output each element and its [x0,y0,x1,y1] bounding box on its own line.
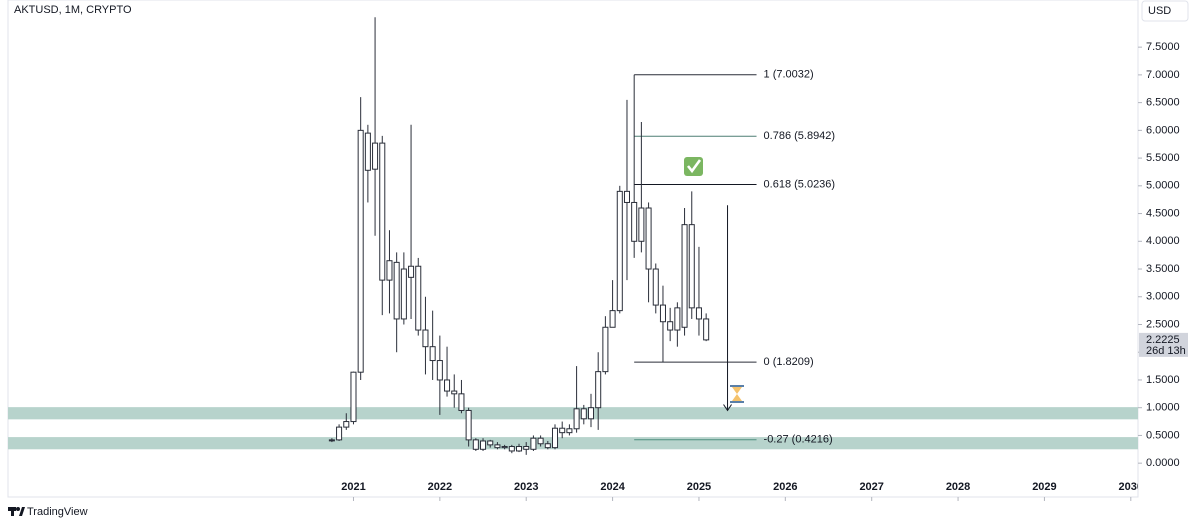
candle-body [566,428,573,434]
fib-label: 0.786 (5.8942) [764,130,836,142]
candle-body [336,426,343,441]
candle-body [436,360,443,381]
x-tick-label: 2026 [773,481,797,493]
arrow-head [723,404,732,412]
candle-body [659,304,666,323]
y-tick-label: 5.0000 [1146,180,1180,192]
plot: 2021 2022 2023 2024 2025 2026 2027 2028 2029 2030… [8,17,1143,501]
candle-body [587,407,595,420]
candle-body [501,446,508,449]
check-icon [684,157,703,176]
y-tick-label: 4.5000 [1146,207,1180,219]
candle-body [494,444,501,449]
price-label: 2.2225 [1146,334,1180,346]
candle-body [451,390,458,395]
currency-box[interactable] [1141,0,1189,22]
y-tick-label: 6.5000 [1146,97,1180,109]
y-tick-label: 2.5000 [1146,318,1180,330]
y-tick-label: 6.0000 [1146,124,1180,136]
candle-body [372,142,379,170]
candle-body [631,201,638,242]
hourglass-icon [730,385,744,403]
y-tick-label: 0.5000 [1146,429,1180,441]
candle-body [703,318,710,341]
candle-body [458,393,465,411]
candle-body [573,408,580,430]
plot-frame [7,0,1139,498]
fib-label: 0 (1.8209) [764,356,814,368]
candle-body [537,437,544,445]
candle-body [645,207,652,270]
candle-body [400,268,407,320]
y-tick-label: 7.0000 [1146,69,1180,81]
x-tick-label: 2030 [1119,481,1143,493]
x-tick-label: 2024 [600,481,625,493]
fib-label: 0.618 (5.0236) [764,178,836,190]
candle-body [364,132,371,171]
candle-body [328,439,335,442]
candle-body [616,190,623,312]
chart-title: AKTUSD, 1M, CRYPTO [14,4,132,16]
candle-body [408,265,415,278]
candle-body [544,443,551,449]
zone [8,407,1138,420]
x-tick-label: 2027 [859,481,883,493]
candle-body [523,446,530,450]
zone [8,437,1138,450]
x-tick-label: 2025 [687,481,711,493]
brand: TradingView [27,506,88,518]
candle-body [595,371,602,409]
y-tick-label: 5.5000 [1146,152,1180,164]
candle-body [530,437,537,450]
candle-body [415,265,422,331]
candle-body [379,142,386,281]
candle-body [508,446,515,452]
candle-body [343,421,350,428]
candle-body [580,408,587,420]
candle-body [386,260,393,281]
x-tick-label: 2023 [514,481,538,493]
candle-body [674,307,681,331]
candle-body [429,346,436,362]
price-tag [1139,332,1188,357]
x-tick-label: 2029 [1032,481,1056,493]
candle-body [667,321,674,331]
currency: USD [1148,5,1171,17]
candle-body [609,310,616,328]
candle-body [695,307,702,320]
candle-body [551,427,559,449]
candle-body [465,409,472,441]
y-tick-label: 7.5000 [1146,41,1180,53]
y-tick-label: 4.0000 [1146,235,1180,247]
candle-body [350,371,357,423]
fib-label: 1 (7.0032) [764,69,814,81]
candle-body [602,326,609,373]
x-tick-label: 2028 [946,481,970,493]
candle-body [422,329,429,348]
y-tick-label: 1.0000 [1146,402,1180,414]
candle-body [652,268,659,306]
candle-body [638,207,645,242]
y-tick-label: 3.5000 [1146,263,1180,275]
candle-body [623,190,631,203]
candle-body [487,440,494,446]
candle-body [480,440,487,450]
candle-body [516,446,523,452]
candle-body [444,379,451,392]
y-tick-label: 1.5000 [1146,374,1180,386]
x-tick-label: 2021 [341,481,365,493]
candle-body [393,261,400,320]
countdown-label: 26d 13h [1146,345,1186,357]
y-tick-label: 3.0000 [1146,291,1180,303]
candle-body [681,224,688,328]
y-tick-label: 0.0000 [1146,457,1180,469]
fib-label: -0.27 (0.4216) [764,434,833,446]
candle-body [472,439,479,450]
x-tick-label: 2022 [428,481,452,493]
logo [8,507,25,516]
candle-body [688,224,695,309]
candle-body [357,129,364,373]
candle-body [559,427,566,434]
